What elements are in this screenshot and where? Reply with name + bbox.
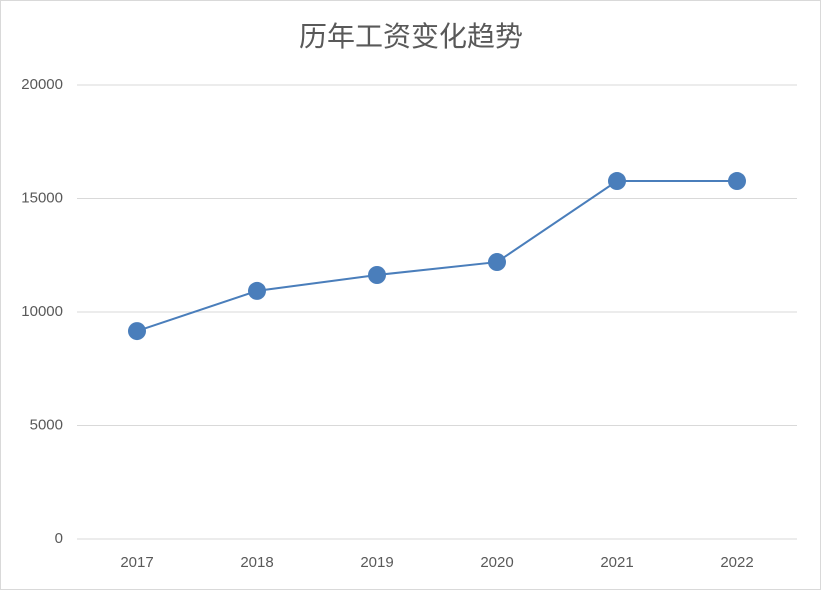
data-line (136, 180, 737, 333)
data-point (128, 322, 146, 341)
data-point (488, 253, 506, 272)
x-tick-label: 2022 (720, 554, 753, 571)
y-tick-label: 15000 (21, 189, 63, 206)
x-tick-label: 2019 (360, 554, 393, 571)
y-tick-label: 20000 (21, 76, 63, 93)
data-point (608, 172, 626, 191)
x-tick-label: 2017 (120, 554, 153, 571)
y-tick-label: 10000 (21, 303, 63, 320)
data-point (368, 265, 386, 284)
data-point (728, 172, 746, 191)
y-tick-label: 0 (55, 530, 63, 547)
data-point (248, 281, 266, 300)
x-tick-label: 2018 (240, 554, 273, 571)
chart-title: 历年工资变化趋势 (299, 20, 523, 53)
x-tick-label: 2020 (480, 554, 513, 571)
y-tick-label: 5000 (30, 416, 63, 433)
x-tick-label: 2021 (600, 554, 633, 571)
